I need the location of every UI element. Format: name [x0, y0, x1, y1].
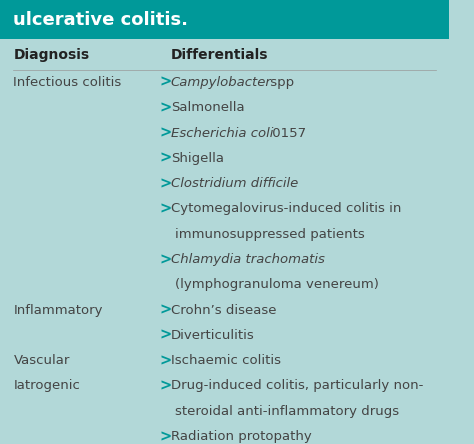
Text: Crohn’s disease: Crohn’s disease — [171, 304, 276, 317]
Text: >: > — [160, 202, 172, 216]
Text: Escherichia coli: Escherichia coli — [171, 127, 273, 139]
Text: Chlamydia trachomatis: Chlamydia trachomatis — [171, 253, 325, 266]
Text: 0157: 0157 — [268, 127, 306, 139]
Text: >: > — [160, 328, 172, 343]
Text: >: > — [160, 176, 172, 191]
Text: Shigella: Shigella — [171, 152, 224, 165]
Text: (lymphogranuloma venereum): (lymphogranuloma venereum) — [175, 278, 379, 291]
Text: Differentials: Differentials — [171, 48, 268, 62]
Text: Ischaemic colitis: Ischaemic colitis — [171, 354, 281, 367]
Text: Cytomegalovirus-induced colitis in: Cytomegalovirus-induced colitis in — [171, 202, 401, 215]
Text: >: > — [160, 378, 172, 393]
Text: Diagnosis: Diagnosis — [13, 48, 90, 62]
Bar — [0, 0, 449, 39]
Text: >: > — [160, 126, 172, 141]
Text: spp: spp — [266, 76, 294, 89]
Text: immunosuppressed patients: immunosuppressed patients — [175, 228, 365, 241]
Text: >: > — [160, 303, 172, 317]
Text: >: > — [160, 151, 172, 166]
Text: >: > — [160, 353, 172, 368]
Text: Inflammatory: Inflammatory — [13, 304, 103, 317]
Text: >: > — [160, 100, 172, 115]
Text: Drug-induced colitis, particularly non-: Drug-induced colitis, particularly non- — [171, 380, 423, 392]
Text: Vascular: Vascular — [13, 354, 70, 367]
Text: Clostridium difficile: Clostridium difficile — [171, 177, 298, 190]
Text: steroidal anti-inflammatory drugs: steroidal anti-inflammatory drugs — [175, 405, 400, 418]
Text: Radiation protopathy: Radiation protopathy — [171, 430, 311, 443]
Text: >: > — [160, 429, 172, 444]
Text: Infectious colitis: Infectious colitis — [13, 76, 122, 89]
Text: Iatrogenic: Iatrogenic — [13, 380, 81, 392]
Text: >: > — [160, 252, 172, 267]
Text: ulcerative colitis.: ulcerative colitis. — [13, 11, 189, 28]
Text: Diverticulitis: Diverticulitis — [171, 329, 255, 342]
Text: Salmonella: Salmonella — [171, 101, 245, 114]
Text: >: > — [160, 75, 172, 90]
Text: Campylobacter: Campylobacter — [171, 76, 272, 89]
